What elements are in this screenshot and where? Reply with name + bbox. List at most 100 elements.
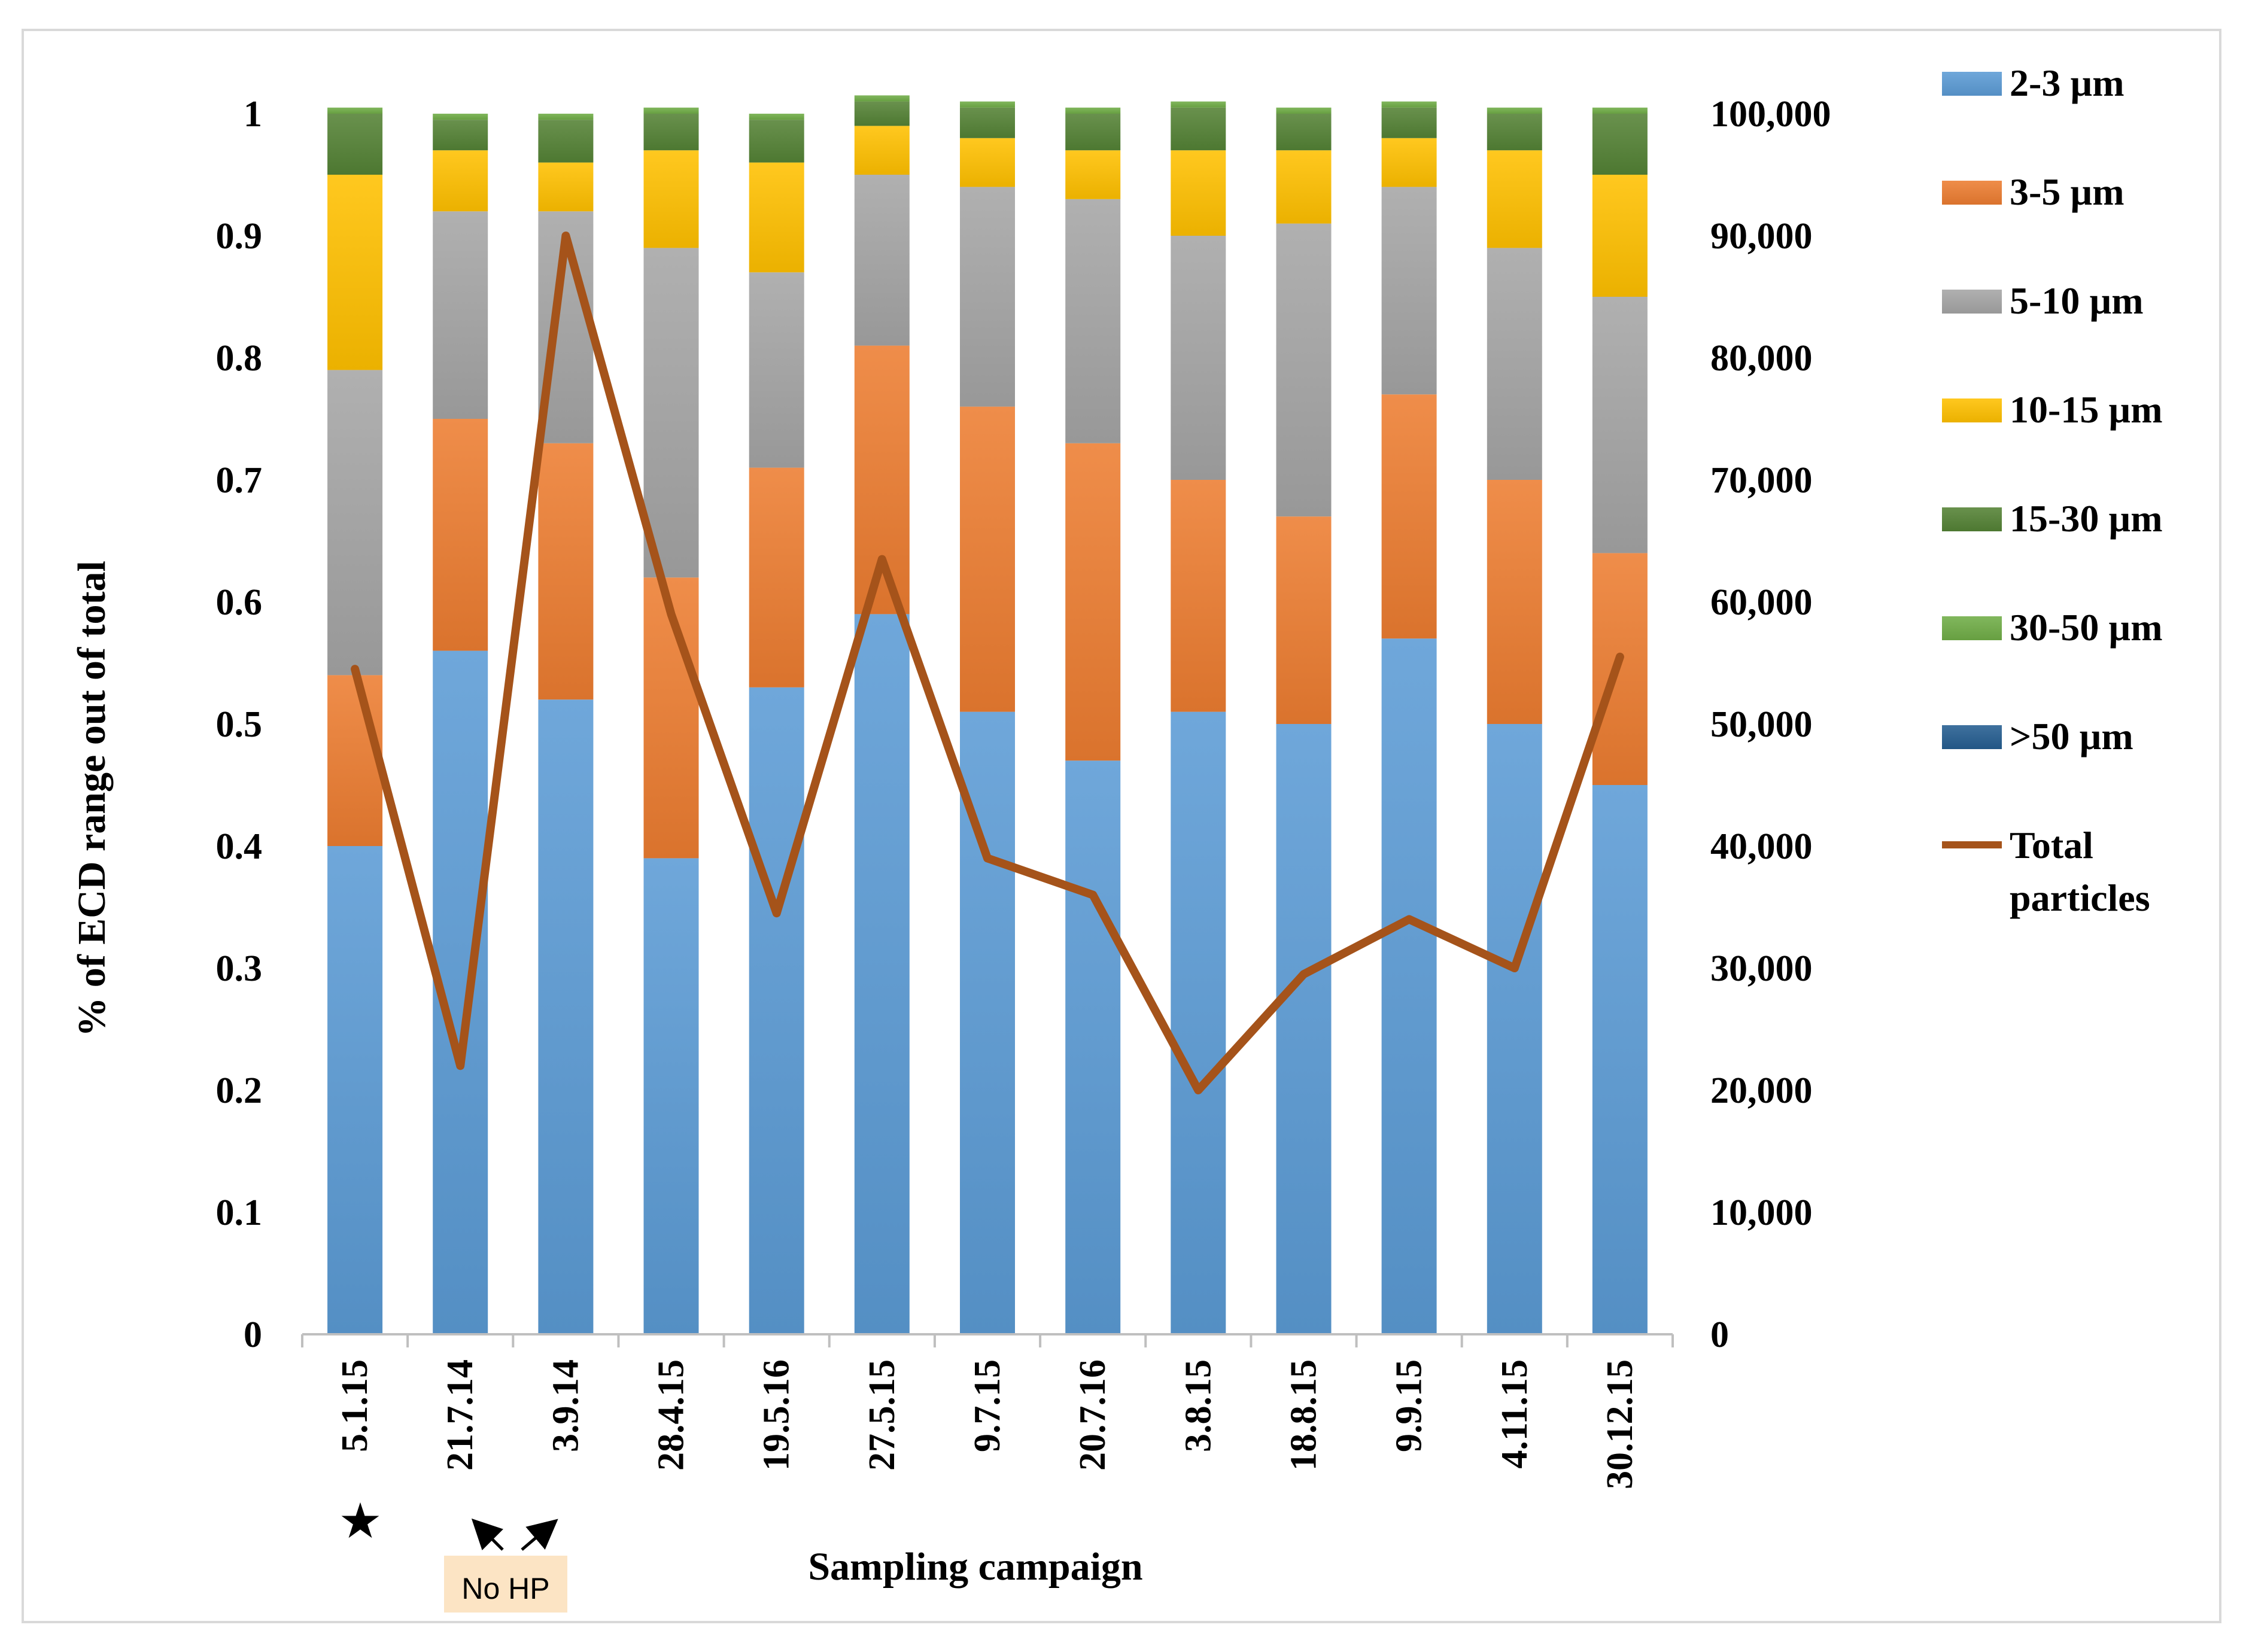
bar-segment-6	[1592, 107, 1648, 114]
bar-segment-5	[538, 120, 594, 163]
total-particles-line	[351, 232, 1624, 1094]
bar-segment-1	[1487, 724, 1542, 1334]
bar-segment-6	[1381, 101, 1437, 108]
y2-tick-label: 10,000	[1710, 1192, 1813, 1233]
legend-label-total-particles: Total particles	[2010, 824, 2150, 919]
legend-swatch	[1942, 507, 2002, 531]
bar-segment-1	[327, 846, 383, 1334]
bar-segment-6	[854, 95, 910, 102]
legend-swatch	[1942, 181, 2002, 205]
bar-segment-2	[327, 675, 383, 846]
bar-segment-5	[1487, 114, 1542, 151]
x-tick-label: 19.5.16	[756, 1359, 797, 1471]
bar-segment-5	[1171, 107, 1226, 151]
x-tick-label: 27.5.15	[862, 1359, 902, 1471]
y2-tick-label: 70,000	[1710, 460, 1813, 501]
bar-segment-4	[960, 138, 1015, 187]
bar-segment-6	[960, 101, 1015, 108]
bar-segment-5	[749, 120, 804, 163]
bar-segment-6	[749, 114, 804, 120]
x-axis-title: Sampling campaign	[808, 1545, 1142, 1589]
y-tick-label: 0.3	[216, 948, 263, 989]
bar-segment-3	[1487, 248, 1542, 480]
legend-label: 15-30 µm	[2010, 497, 2163, 540]
bar-segment-5	[1065, 114, 1121, 151]
x-tick-label: 5.1.15	[335, 1359, 375, 1452]
bar-segment-1	[1171, 711, 1226, 1334]
y-axis-title: % of ECD range out of total	[70, 561, 114, 1037]
bar-segment-4	[1171, 150, 1226, 236]
x-tick-label: 28.4.15	[651, 1359, 692, 1471]
bar-segment-4	[1276, 150, 1332, 224]
star-marker: ★	[338, 1493, 382, 1550]
bar-segment-2	[1381, 394, 1437, 639]
legend-label: 5-10 µm	[2010, 279, 2144, 322]
y2-tick-label: 30,000	[1710, 948, 1813, 989]
bar-segment-6	[643, 107, 699, 114]
bar-segment-3	[1276, 223, 1332, 517]
y2-tick-label: 90,000	[1710, 216, 1813, 257]
legend-label: 2-3 µm	[2010, 62, 2125, 104]
bar-segment-1	[643, 858, 699, 1334]
y-tick-label: 0	[244, 1315, 262, 1355]
bar-segment-3	[960, 187, 1015, 407]
bar-segment-3	[433, 211, 488, 419]
bar-segment-2	[1487, 480, 1542, 724]
bar-segment-4	[854, 126, 910, 175]
x-tick-label: 20.7.16	[1072, 1359, 1113, 1471]
bar-segment-6	[1065, 107, 1121, 114]
bar-segment-6	[538, 114, 594, 120]
bar-segment-6	[1276, 107, 1332, 114]
bar-segment-4	[1065, 150, 1121, 199]
bar-segment-5	[1276, 114, 1332, 151]
note-arrow-left	[471, 1518, 504, 1551]
y-tick-label: 0.1	[216, 1192, 263, 1233]
bar-segment-5	[643, 114, 699, 151]
legend-swatch	[1942, 290, 2002, 314]
bar-segment-1	[1065, 760, 1121, 1334]
bar-segment-3	[1592, 297, 1648, 553]
bar-segment-2	[1276, 516, 1332, 724]
bar-segment-3	[643, 248, 699, 578]
legend-swatch	[1942, 398, 2002, 422]
y-tick-label: 0.7	[216, 460, 263, 501]
x-tick-label: 4.11.15	[1494, 1359, 1535, 1469]
chart-frame	[22, 29, 2221, 1623]
bar-segment-5	[1381, 107, 1437, 138]
bar-segment-6	[433, 114, 488, 120]
y2-tick-label: 60,000	[1710, 582, 1813, 623]
legend-swatch	[1942, 72, 2002, 96]
bar-segment-4	[643, 150, 699, 248]
y2-tick-label: 20,000	[1710, 1070, 1813, 1111]
bar-segment-4	[538, 162, 594, 212]
bar-segment-5	[854, 101, 910, 126]
legend-swatch	[1942, 725, 2002, 749]
bar-segment-2	[960, 406, 1015, 712]
bar-segment-1	[854, 614, 910, 1334]
x-tick-label: 3.8.15	[1178, 1359, 1218, 1452]
bar-segment-6	[327, 107, 383, 114]
bar-segment-1	[1276, 724, 1332, 1334]
y2-tick-label: 40,000	[1710, 826, 1813, 867]
bar-segment-1	[1592, 785, 1648, 1334]
bar-segment-2	[433, 419, 488, 651]
bar-segment-2	[1171, 480, 1226, 712]
x-tick-label: 9.7.15	[967, 1359, 1008, 1452]
bar-segment-5	[433, 120, 488, 151]
bar-segment-1	[1381, 638, 1437, 1334]
note-arrow-right	[521, 1519, 558, 1551]
y-tick-label: 0.2	[216, 1070, 263, 1111]
bar-segment-3	[1065, 199, 1121, 443]
bar-segment-1	[749, 687, 804, 1334]
y-tick-label: 1	[244, 94, 262, 135]
bar-segment-3	[327, 370, 383, 676]
y-tick-label: 0.8	[216, 338, 263, 379]
note-box	[444, 1556, 567, 1613]
bar-segment-5	[327, 114, 383, 175]
bar-segment-4	[1381, 138, 1437, 187]
bar-segment-3	[1381, 187, 1437, 395]
bar-segment-4	[433, 150, 488, 212]
bar-segment-3	[854, 175, 910, 346]
bar-segment-2	[1065, 443, 1121, 761]
